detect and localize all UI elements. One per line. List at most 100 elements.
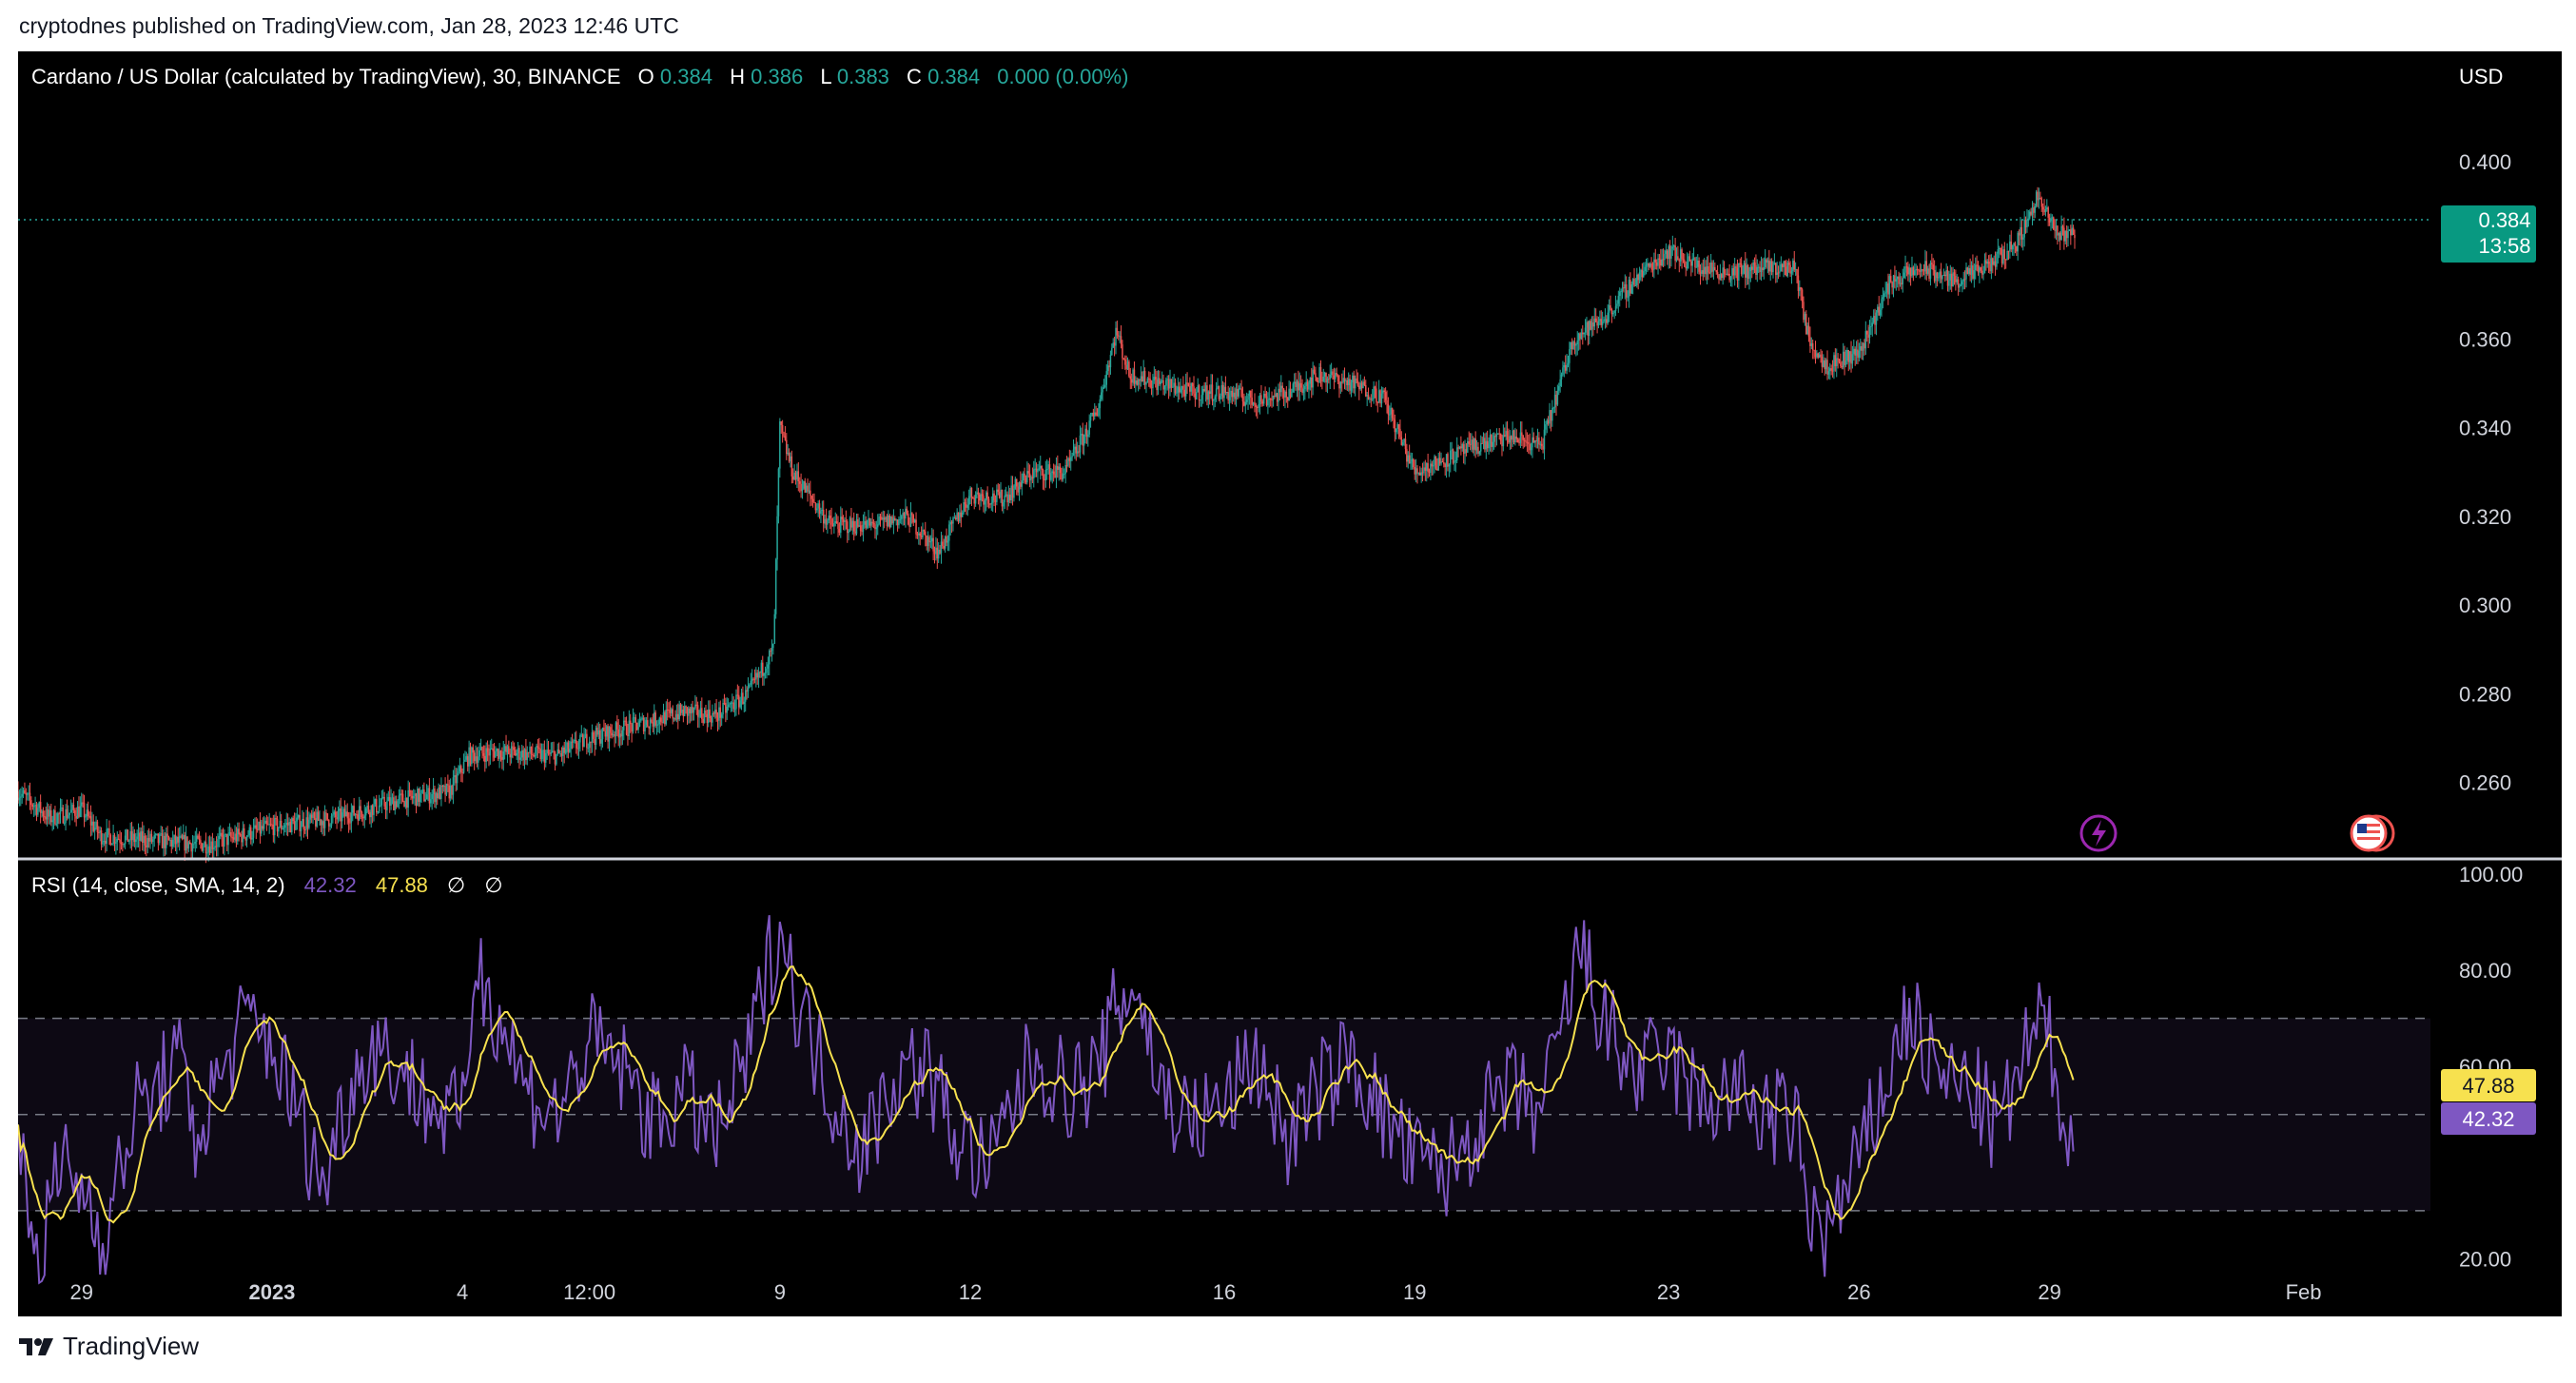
candle-body (559, 753, 561, 755)
candle-body (1745, 263, 1747, 278)
candle-body (105, 840, 107, 845)
candle-body (1740, 263, 1743, 275)
candle-body (817, 503, 819, 509)
lightning-event-icon[interactable] (2079, 814, 2117, 852)
candle-body (117, 838, 120, 840)
price-legend[interactable]: Cardano / US Dollar (calculated by Tradi… (31, 65, 1128, 88)
candle-body (279, 820, 282, 828)
candle-body (1654, 259, 1657, 263)
candle-body (1986, 262, 1988, 264)
candle-body (1868, 327, 1871, 338)
candle-body (1657, 258, 1659, 266)
candle-body (794, 472, 797, 480)
candle-body (886, 516, 888, 527)
candle-body (490, 748, 493, 750)
candle-body (1857, 349, 1859, 359)
candle-body (1688, 256, 1691, 262)
price-pane[interactable]: Cardano / US Dollar (calculated by Tradi… (18, 65, 2536, 864)
candle-body (752, 678, 754, 680)
candle-body (62, 807, 65, 824)
candle-body (1003, 501, 1005, 507)
candle-body (692, 707, 693, 713)
candle-body (1084, 428, 1086, 435)
candle-body (361, 811, 363, 818)
candle-body (793, 472, 795, 480)
candle-body (781, 424, 784, 433)
rsi-legend[interactable]: RSI (14, close, SMA, 14, 2) 42.32 47.88 … (31, 873, 503, 897)
rsi-pane[interactable]: RSI (14, close, SMA, 14, 2) 42.32 47.88 … (18, 863, 2536, 1285)
candle-body (597, 730, 600, 735)
candle-body (1807, 325, 1810, 338)
rsi-ma-badge-value: 47.88 (2462, 1074, 2514, 1098)
candle-body (586, 733, 588, 749)
candle-body (774, 559, 777, 614)
candle-body (1936, 272, 1939, 279)
candle-body (1747, 264, 1749, 280)
candle-body (1030, 477, 1032, 481)
candle-body (1042, 470, 1044, 479)
candle-body (1521, 432, 1523, 437)
candle-body (1391, 407, 1394, 419)
candle-body (137, 832, 140, 837)
candle-body (936, 547, 939, 559)
candle-body (986, 492, 988, 499)
candle-body (699, 708, 702, 717)
candle-body (400, 793, 402, 795)
chart-canvas[interactable]: Cardano / US Dollar (calculated by Tradi… (18, 51, 2562, 1316)
candle-body (410, 790, 412, 796)
candle-body (200, 840, 202, 844)
candle-body (1492, 441, 1493, 447)
tradingview-footer[interactable]: TradingView (19, 1332, 199, 1361)
candle-body (1610, 308, 1613, 315)
candle-body (1590, 322, 1593, 330)
candle-body (1985, 260, 1987, 264)
candle-body (92, 821, 94, 831)
candle-body (1624, 283, 1627, 289)
candle-body (1915, 268, 1917, 271)
candle-body (2020, 226, 2023, 240)
candle-body (755, 672, 757, 680)
candle-body (327, 819, 330, 827)
candle-body (519, 757, 522, 760)
price-tick-label: 0.260 (2459, 771, 2511, 795)
candle-body (766, 668, 768, 673)
candle-body (1553, 395, 1556, 408)
candle-body (673, 718, 675, 720)
candle-body (1027, 471, 1029, 474)
candle-body (31, 805, 34, 808)
candle-body (1039, 465, 1042, 469)
time-axis[interactable]: 29 2023 4 12:00 9 12 16 19 23 26 29 Feb (69, 1280, 2321, 1304)
candle-body (1833, 355, 1835, 371)
candle-body (503, 746, 506, 751)
candle-body (1678, 260, 1681, 262)
candle-body (2040, 198, 2042, 207)
candle-body (447, 784, 449, 786)
candle-body (1204, 385, 1207, 392)
candle-body (1665, 250, 1668, 254)
candle-body (903, 513, 906, 519)
candle-body (827, 520, 829, 525)
candle-body (1333, 375, 1336, 380)
candle-body (1112, 342, 1114, 348)
candle-body (1970, 265, 1973, 275)
candle-body (83, 803, 86, 818)
candle-body (29, 792, 31, 801)
candle-body (1367, 395, 1370, 399)
candle-body (1406, 449, 1408, 462)
candle-body (1506, 431, 1509, 439)
candle-body (1135, 380, 1137, 384)
candle-body (1889, 276, 1892, 282)
chart-area[interactable]: Cardano / US Dollar (calculated by Tradi… (18, 51, 2562, 1316)
candle-body (107, 828, 109, 829)
candle-body (214, 846, 216, 848)
candle-body (771, 648, 773, 652)
candle-body (1035, 468, 1038, 473)
candle-body (768, 651, 771, 665)
candle-body (1078, 451, 1080, 453)
candle-body (1031, 477, 1034, 479)
candle-body (1377, 390, 1380, 402)
candle-body (1848, 351, 1851, 362)
candle-body (356, 813, 358, 815)
us-flag-event-icon[interactable] (2350, 814, 2395, 852)
